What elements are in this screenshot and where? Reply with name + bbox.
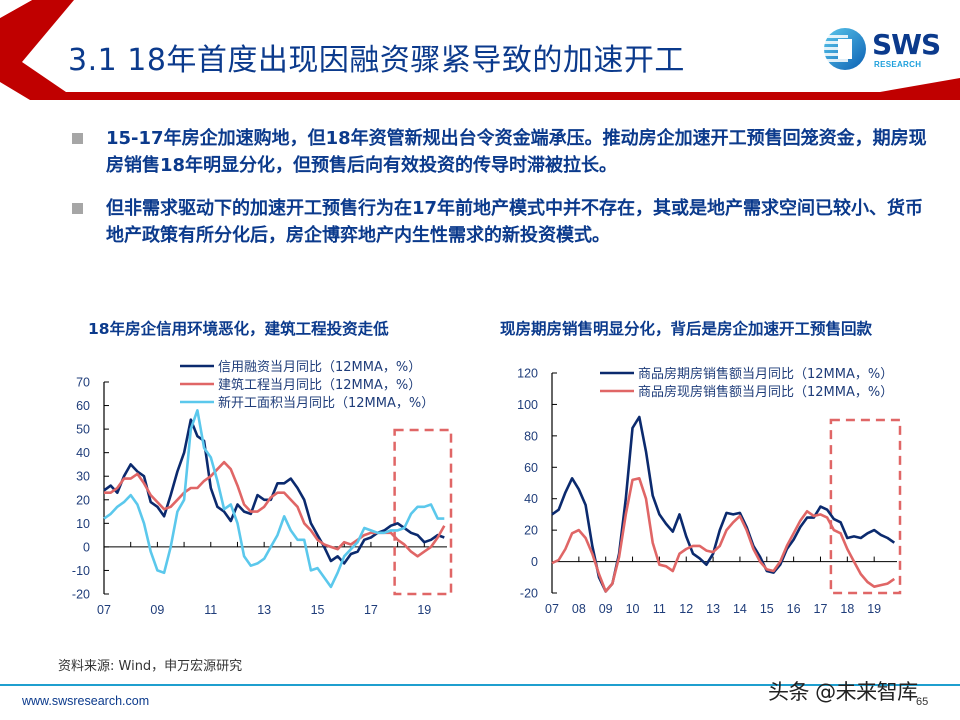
y-tick-label: 30 xyxy=(76,470,90,484)
y-tick-label: 60 xyxy=(524,461,538,475)
bullet-text: 15-17年房企加速购地，但18年资管新规出台令资金端承压。推动房企加速开工预售… xyxy=(106,128,927,176)
y-tick-label: 120 xyxy=(517,367,538,381)
bullet-list: 15-17年房企加速购地，但18年资管新规出台令资金端承压。推动房企加速开工预售… xyxy=(72,125,932,265)
y-tick-label: 0 xyxy=(531,555,538,569)
y-tick-label: 40 xyxy=(76,446,90,460)
bullet-text: 但非需求驱动下的加速开工预售行为在17年前地产模式中并不存在，其或是地产需求空间… xyxy=(106,198,924,246)
x-tick-label: 08 xyxy=(572,602,586,616)
x-tick-label: 09 xyxy=(599,602,613,616)
y-tick-label: -20 xyxy=(72,588,90,602)
footer-divider xyxy=(0,684,960,686)
series-line xyxy=(103,418,445,565)
x-tick-label: 17 xyxy=(814,602,828,616)
y-tick-label: 50 xyxy=(76,423,90,437)
legend-label: 信用融资当月同比（12MMA，%） xyxy=(218,360,421,375)
x-tick-label: 13 xyxy=(257,603,271,617)
right-chart-title: 现房期房销售明显分化，背后是房企加速开工预售回款 xyxy=(500,320,873,338)
legend-label: 商品房期房销售额当月同比（12MMA，%） xyxy=(638,366,893,382)
highlight-box xyxy=(829,418,902,595)
square-bullet-icon xyxy=(72,203,83,214)
y-tick-label: 40 xyxy=(524,492,538,506)
y-tick-label: 0 xyxy=(83,540,90,554)
y-tick-label: 20 xyxy=(76,493,90,507)
y-tick-label: -20 xyxy=(520,587,538,601)
header-decoration xyxy=(0,0,960,100)
x-tick-label: 10 xyxy=(626,602,640,616)
x-tick-label: 11 xyxy=(653,602,666,616)
x-tick-label: 18 xyxy=(840,602,854,616)
x-tick-label: 11 xyxy=(204,603,217,617)
left-chart-title: 18年房企信用环境恶化，建筑工程投资走低 xyxy=(88,320,389,338)
legend-label: 建筑工程当月同比（12MMA，%） xyxy=(218,377,421,393)
legend-label: 新开工面积当月同比（12MMA，%） xyxy=(218,395,434,411)
x-tick-label: 13 xyxy=(706,602,720,616)
logo-subtitle: RESEARCH xyxy=(874,60,922,69)
x-tick-label: 19 xyxy=(417,603,431,617)
y-tick-label: 10 xyxy=(76,517,90,531)
slide-title: 3.1 18年首度出现因融资骤紧导致的加速开工 xyxy=(68,43,685,78)
x-tick-label: 07 xyxy=(545,602,559,616)
series-line xyxy=(551,476,896,593)
x-tick-label: 19 xyxy=(867,602,881,616)
y-tick-label: 20 xyxy=(524,524,538,538)
page-number: 65 xyxy=(916,696,929,708)
y-tick-label: 100 xyxy=(517,398,538,412)
series-line xyxy=(103,408,445,589)
bullet-item: 但非需求驱动下的加速开工预售行为在17年前地产模式中并不存在，其或是地产需求空间… xyxy=(72,195,932,249)
x-tick-label: 15 xyxy=(760,602,774,616)
x-tick-label: 14 xyxy=(733,602,747,616)
x-tick-label: 16 xyxy=(787,602,801,616)
x-tick-label: 07 xyxy=(97,603,111,617)
sws-logo-icon xyxy=(824,28,866,70)
highlight-box xyxy=(393,428,453,596)
bullet-item: 15-17年房企加速购地，但18年资管新规出台令资金端承压。推动房企加速开工预售… xyxy=(72,125,932,179)
x-tick-label: 15 xyxy=(311,603,325,617)
y-tick-label: -10 xyxy=(72,564,90,578)
y-tick-label: 60 xyxy=(76,399,90,413)
y-tick-label: 70 xyxy=(76,376,90,390)
series-line xyxy=(551,415,896,593)
legend-label: 商品房现房销售额当月同比（12MMA，%） xyxy=(638,384,893,400)
watermark: 头条 @未来智库 xyxy=(768,680,918,704)
x-tick-label: 17 xyxy=(364,603,378,617)
y-tick-label: 80 xyxy=(524,429,538,443)
logo-name: SWS xyxy=(872,28,941,61)
square-bullet-icon xyxy=(72,133,83,144)
x-tick-label: 12 xyxy=(679,602,693,616)
footer-url-link[interactable]: www.swsresearch.com xyxy=(22,694,150,708)
sws-logo: SWS RESEARCH xyxy=(820,24,950,74)
x-tick-label: 09 xyxy=(150,603,164,617)
data-source: 资料来源: Wind，申万宏源研究 xyxy=(58,659,243,674)
